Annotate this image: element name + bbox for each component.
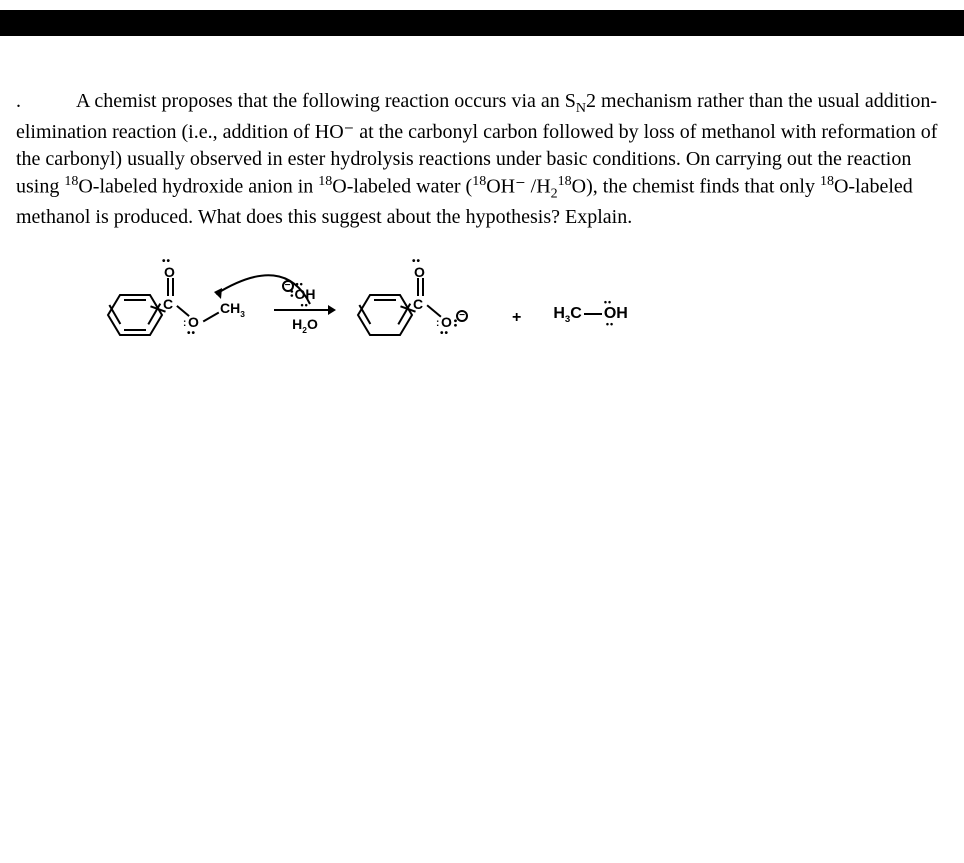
lone-pair-dots: •• bbox=[604, 297, 612, 307]
sup18-2: 18 bbox=[318, 174, 332, 189]
o-text: O bbox=[307, 316, 318, 332]
lone-pair-dots: : bbox=[183, 318, 187, 329]
labeled-oh: ••••O bbox=[604, 305, 616, 323]
header-black-bar bbox=[0, 10, 964, 36]
h-text: H bbox=[553, 305, 565, 322]
c-o-double-bond bbox=[417, 278, 424, 296]
sup18-1: 18 bbox=[64, 174, 78, 189]
lone-pair-dots: •• bbox=[440, 328, 449, 339]
lone-pair-dots: : bbox=[436, 318, 440, 329]
sn2-n: N bbox=[576, 101, 586, 116]
carboxylate-group: •• O C O •• : •• − bbox=[414, 268, 484, 338]
text-line5a: /H bbox=[531, 176, 551, 198]
c-o-double-bond bbox=[167, 278, 174, 296]
reaction-scheme: •• O C O •• : CH3 − •• bbox=[106, 265, 954, 341]
benzene-ring-2 bbox=[356, 289, 414, 341]
plus-sign: + bbox=[512, 309, 521, 327]
lone-pair-dots: •• bbox=[606, 319, 614, 329]
lone-pair-dots: •• bbox=[296, 279, 304, 289]
c-text: C bbox=[570, 305, 582, 322]
sup18-5: 18 bbox=[820, 174, 834, 189]
text-line4d: OH⁻ bbox=[486, 176, 525, 198]
curved-arrow-icon bbox=[214, 262, 344, 312]
water-solvent: H2O bbox=[292, 316, 318, 335]
text-line4c: O-labeled water ( bbox=[332, 176, 472, 198]
question-body: . A chemist proposes that the following … bbox=[0, 36, 964, 341]
sup18-4: 18 bbox=[558, 174, 572, 189]
text-line6: hypothesis? Explain. bbox=[466, 206, 633, 228]
sn2-sub: N bbox=[576, 90, 586, 112]
text-line1a: A chemist proposes that the following re… bbox=[76, 90, 576, 112]
methanol-product: H3C••••OH bbox=[553, 305, 627, 325]
c-o-single-bond bbox=[426, 305, 441, 318]
text-line5b: O), the chemist finds that only bbox=[572, 176, 820, 198]
negative-charge-icon: − bbox=[456, 310, 468, 322]
lone-pair-dots: •• bbox=[301, 300, 309, 310]
text-dot: . bbox=[16, 90, 26, 112]
lone-pair-dots: •• bbox=[187, 328, 196, 339]
sub2-1: 2 bbox=[551, 187, 558, 202]
sup18-3: 18 bbox=[472, 174, 486, 189]
carboxylate-product: •• O C O •• : •• − bbox=[356, 265, 484, 341]
text-line1b: 2 mechanism rather than the bbox=[586, 90, 813, 112]
top-gap bbox=[0, 0, 964, 10]
c-o-bond bbox=[584, 313, 602, 315]
hydroxide-reagent: − •• •• •• OH bbox=[295, 286, 316, 302]
h-text: H bbox=[292, 316, 302, 332]
starting-ester: •• O C O •• : CH3 bbox=[106, 265, 248, 341]
lone-pair-dots: •• bbox=[287, 290, 297, 298]
o-ch3-bond bbox=[203, 312, 220, 323]
benzene-ring-1 bbox=[106, 289, 164, 341]
ester-carbonyl: •• O C O •• : CH3 bbox=[164, 268, 248, 338]
text-line4b: O-labeled hydroxide anion in bbox=[78, 176, 318, 198]
h-text: H bbox=[616, 305, 628, 322]
paragraph: . A chemist proposes that the following … bbox=[16, 88, 954, 231]
